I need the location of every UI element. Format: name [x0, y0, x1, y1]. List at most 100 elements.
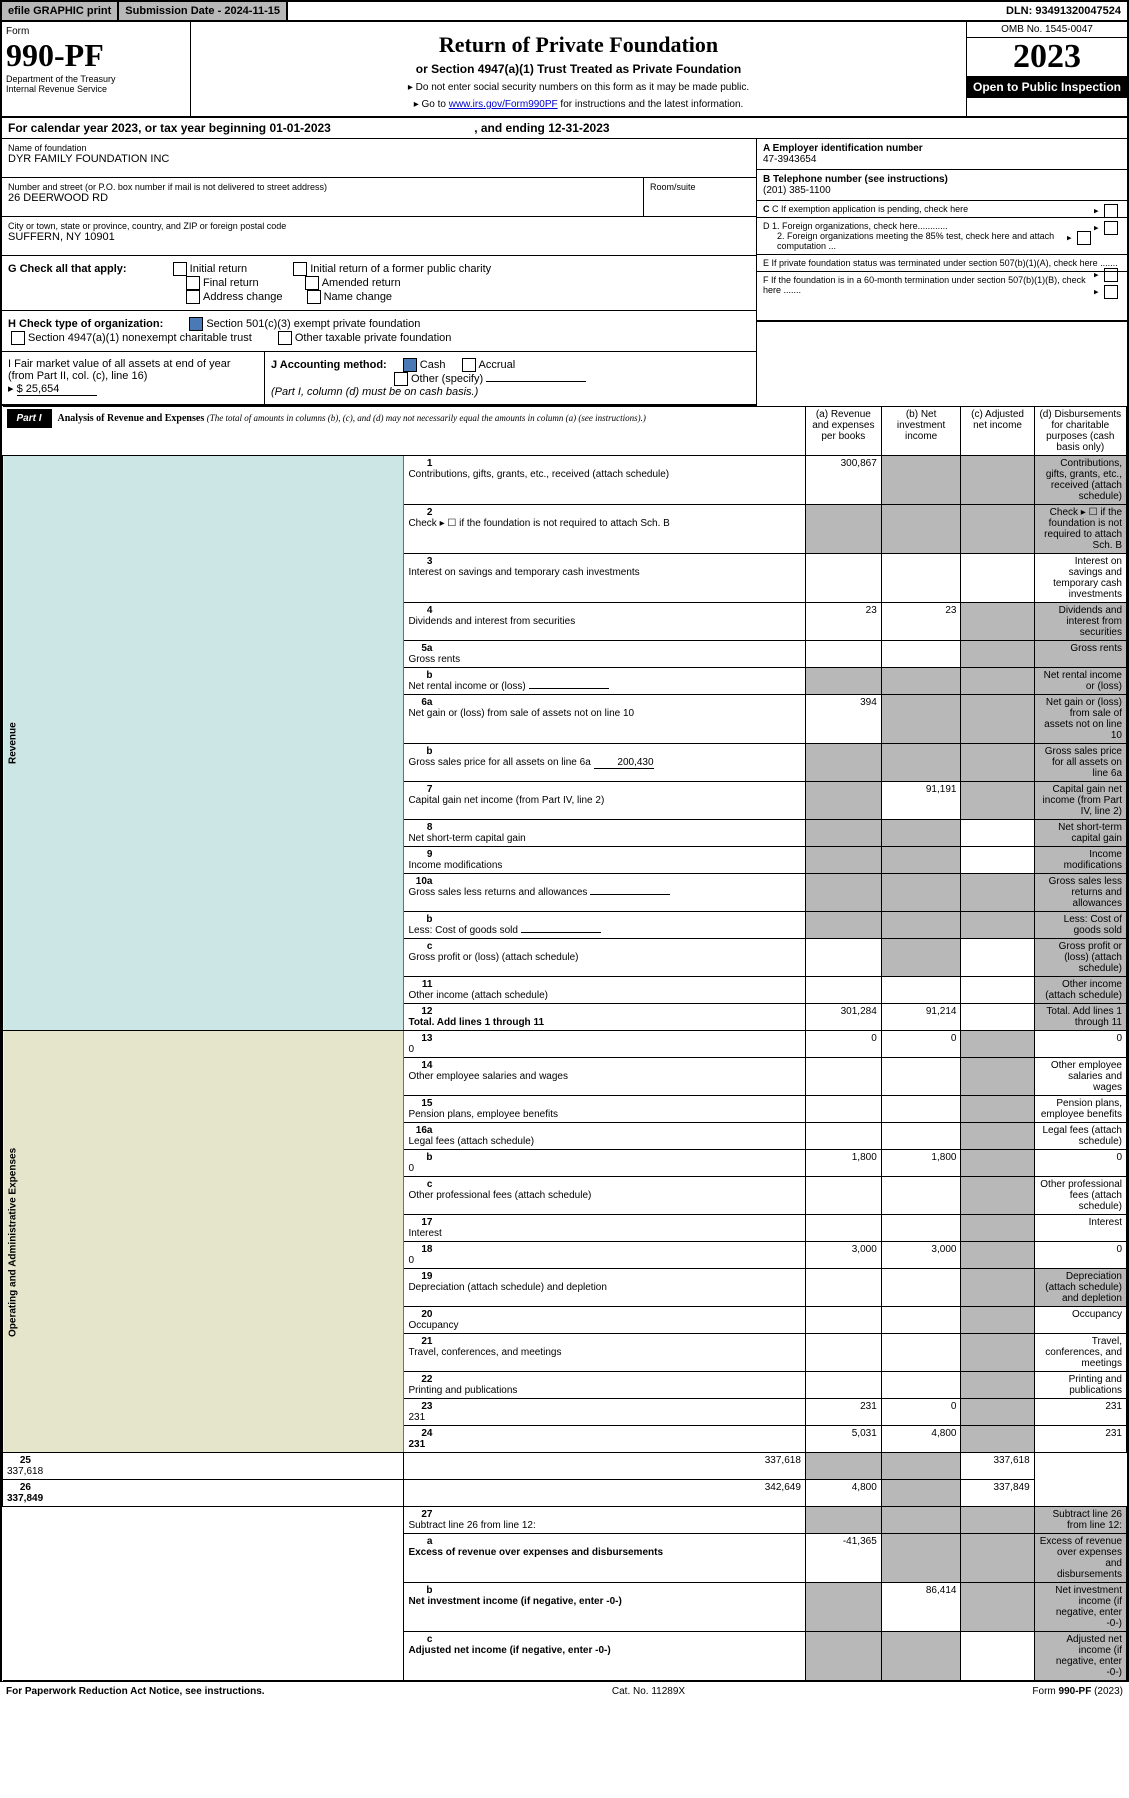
amount-cell: 231	[1034, 1426, 1126, 1453]
amount-cell: 1,800	[805, 1150, 881, 1177]
amount-cell	[881, 1096, 961, 1123]
chk-c[interactable]	[1104, 204, 1118, 218]
amount-cell: 1,800	[881, 1150, 961, 1177]
line-description: 23 231	[404, 1399, 805, 1426]
amount-cell: Other employee salaries and wages	[1034, 1058, 1126, 1096]
amount-cell	[961, 1632, 1034, 1681]
amount-cell	[961, 820, 1034, 847]
chk-f[interactable]	[1104, 285, 1118, 299]
amount-cell	[881, 1058, 961, 1096]
amount-cell	[805, 820, 881, 847]
amount-cell: 0	[881, 1031, 961, 1058]
amount-cell: Capital gain net income (from Part IV, l…	[1034, 782, 1126, 820]
amount-cell: Excess of revenue over expenses and disb…	[1034, 1534, 1126, 1583]
line-description: 25 337,618	[3, 1453, 404, 1480]
fmv-value: $ 25,654	[17, 383, 97, 396]
table-row: 25 337,618337,618337,618	[3, 1453, 1127, 1480]
line-description: 20 Occupancy	[404, 1307, 805, 1334]
chk-name-change[interactable]	[307, 290, 321, 304]
amount-cell	[961, 1372, 1034, 1399]
amount-cell	[961, 977, 1034, 1004]
amount-cell	[961, 1269, 1034, 1307]
section-i: I Fair market value of all assets at end…	[2, 352, 265, 404]
amount-cell	[961, 1215, 1034, 1242]
chk-d1[interactable]	[1104, 221, 1118, 235]
footer-mid: Cat. No. 11289X	[612, 1686, 685, 1697]
line-description: 3 Interest on savings and temporary cash…	[404, 554, 805, 603]
line-description: a Excess of revenue over expenses and di…	[404, 1534, 805, 1583]
amount-cell: Legal fees (attach schedule)	[1034, 1123, 1126, 1150]
chk-address-change[interactable]	[186, 290, 200, 304]
amount-cell	[881, 1177, 961, 1215]
line-description: c Adjusted net income (if negative, ente…	[404, 1632, 805, 1681]
amount-cell: 5,031	[805, 1426, 881, 1453]
chk-cash[interactable]	[403, 358, 417, 372]
amount-cell: 23	[805, 603, 881, 641]
amount-cell	[961, 1123, 1034, 1150]
page-footer: For Paperwork Reduction Act Notice, see …	[0, 1681, 1129, 1701]
amount-cell	[961, 1426, 1034, 1453]
line-description: 19 Depreciation (attach schedule) and de…	[404, 1269, 805, 1307]
form-header: Form 990-PF Department of the Treasury I…	[0, 22, 1129, 118]
amount-cell: 0	[805, 1031, 881, 1058]
amount-cell	[805, 505, 881, 554]
amount-cell	[961, 939, 1034, 977]
amount-cell: Interest	[1034, 1215, 1126, 1242]
efile-label[interactable]: efile GRAPHIC print	[2, 2, 119, 20]
amount-cell	[961, 1150, 1034, 1177]
chk-501c3[interactable]	[189, 317, 203, 331]
amount-cell: 337,618	[404, 1453, 805, 1480]
amount-cell	[961, 1399, 1034, 1426]
amount-cell	[881, 912, 961, 939]
amount-cell	[805, 1632, 881, 1681]
phone: (201) 385-1100	[763, 185, 831, 196]
omb: OMB No. 1545-0047	[967, 22, 1127, 38]
chk-4947a1[interactable]	[11, 331, 25, 345]
amount-cell: 337,618	[961, 1453, 1034, 1480]
dept: Department of the Treasury	[6, 74, 186, 84]
tax-year: 2023	[967, 38, 1127, 76]
chk-initial-return[interactable]	[173, 262, 187, 276]
amount-cell: Contributions, gifts, grants, etc., rece…	[1034, 456, 1126, 505]
note2: ▸ Go to www.irs.gov/Form990PF for instru…	[197, 99, 960, 110]
amount-cell: Less: Cost of goods sold	[1034, 912, 1126, 939]
col-d-header: (d) Disbursements for charitable purpose…	[1034, 407, 1126, 456]
amount-cell	[805, 1215, 881, 1242]
amount-cell: 91,214	[881, 1004, 961, 1031]
amount-cell	[961, 1058, 1034, 1096]
amount-cell: Check ▸ ☐ if the foundation is not requi…	[1034, 505, 1126, 554]
amount-cell: Total. Add lines 1 through 11	[1034, 1004, 1126, 1031]
chk-other-method[interactable]	[394, 372, 408, 386]
irs: Internal Revenue Service	[6, 84, 186, 94]
line-description: b 0	[404, 1150, 805, 1177]
submission-date: Submission Date - 2024-11-15	[119, 2, 288, 20]
title-box: Return of Private Foundation or Section …	[191, 22, 966, 116]
amount-cell	[805, 668, 881, 695]
part1-tab: Part I	[7, 409, 52, 428]
line-description: 2 Check ▸ ☐ if the foundation is not req…	[404, 505, 805, 554]
chk-e[interactable]	[1104, 268, 1118, 282]
room-suite-cell: Room/suite	[643, 178, 756, 217]
line-description: 15 Pension plans, employee benefits	[404, 1096, 805, 1123]
section-d: D 1. Foreign organizations, check here..…	[757, 218, 1127, 255]
form-number-box: Form 990-PF Department of the Treasury I…	[2, 22, 191, 116]
chk-amended[interactable]	[305, 276, 319, 290]
irs-link[interactable]: www.irs.gov/Form990PF	[449, 99, 558, 110]
chk-other-taxable[interactable]	[278, 331, 292, 345]
amount-cell	[961, 603, 1034, 641]
amount-cell	[961, 695, 1034, 744]
col-b-header: (b) Net investment income	[881, 407, 961, 456]
chk-d2[interactable]	[1077, 231, 1091, 245]
open-inspection: Open to Public Inspection	[967, 76, 1127, 98]
amount-cell	[881, 1372, 961, 1399]
amount-cell	[805, 554, 881, 603]
amount-cell	[961, 1507, 1034, 1534]
chk-accrual[interactable]	[462, 358, 476, 372]
line-description: 27 Subtract line 26 from line 12:	[404, 1507, 805, 1534]
section-h: H Check type of organization: Section 50…	[2, 311, 756, 352]
chk-initial-former[interactable]	[293, 262, 307, 276]
amount-cell: 342,649	[404, 1480, 805, 1507]
amount-cell	[805, 1269, 881, 1307]
chk-final-return[interactable]	[186, 276, 200, 290]
note1: ▸ Do not enter social security numbers o…	[197, 82, 960, 93]
